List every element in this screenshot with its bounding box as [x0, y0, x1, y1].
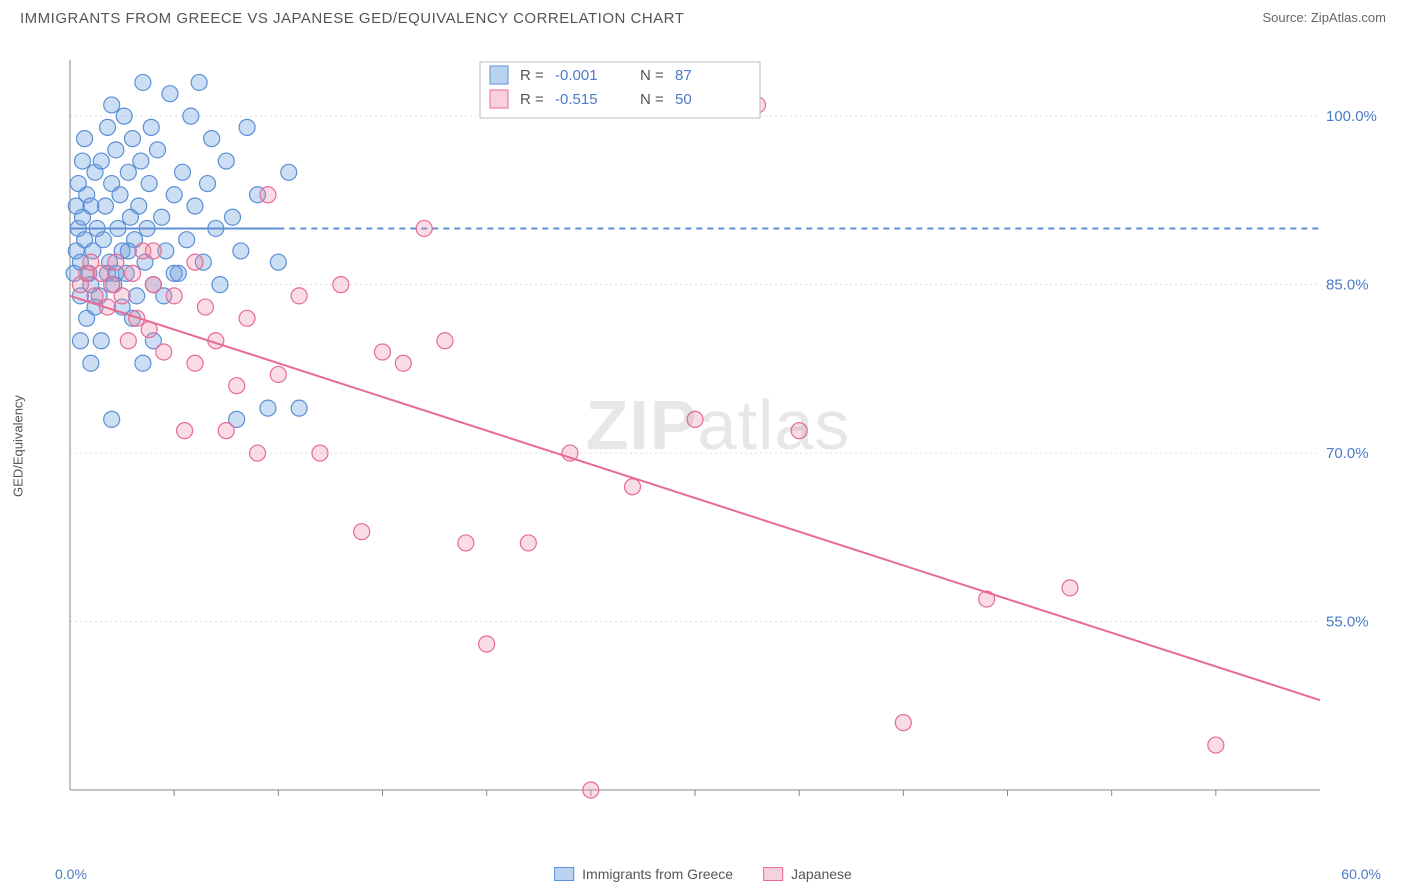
bottom-legend: Immigrants from Greece Japanese — [554, 866, 852, 882]
svg-text:85.0%: 85.0% — [1326, 277, 1369, 294]
scatter-chart: 100.0% 85.0% 70.0% 55.0% R = -0.001 N = 87 R = -0… — [50, 50, 1386, 832]
svg-text:R =: R = — [520, 67, 544, 84]
svg-text:100.0%: 100.0% — [1326, 108, 1377, 125]
legend-item-japanese: Japanese — [763, 866, 852, 882]
svg-text:50: 50 — [675, 91, 692, 108]
svg-text:N =: N = — [640, 67, 664, 84]
x-axis-min-label: 0.0% — [55, 866, 87, 882]
header: IMMIGRANTS FROM GREECE VS JAPANESE GED/E… — [0, 0, 1406, 27]
legend-label: Immigrants from Greece — [582, 866, 733, 882]
svg-text:-0.001: -0.001 — [555, 67, 598, 84]
svg-text:-0.515: -0.515 — [555, 91, 598, 108]
x-axis-footer: 0.0% Immigrants from Greece Japanese 60.… — [0, 866, 1406, 882]
legend-item-greece: Immigrants from Greece — [554, 866, 733, 882]
y-axis-label: GED/Equivalency — [11, 395, 26, 497]
svg-text:70.0%: 70.0% — [1326, 445, 1369, 462]
legend-swatch — [763, 867, 783, 881]
chart-title: IMMIGRANTS FROM GREECE VS JAPANESE GED/E… — [20, 10, 684, 27]
svg-text:R =: R = — [520, 91, 544, 108]
svg-text:N =: N = — [640, 91, 664, 108]
svg-text:55.0%: 55.0% — [1326, 614, 1369, 631]
chart-area: 100.0% 85.0% 70.0% 55.0% R = -0.001 N = 87 R = -0… — [50, 50, 1386, 832]
source-label: Source: ZipAtlas.com — [1262, 10, 1386, 25]
legend-swatch — [554, 867, 574, 881]
svg-text:87: 87 — [675, 67, 692, 84]
legend-label: Japanese — [791, 866, 852, 882]
x-axis-max-label: 60.0% — [1341, 866, 1381, 882]
